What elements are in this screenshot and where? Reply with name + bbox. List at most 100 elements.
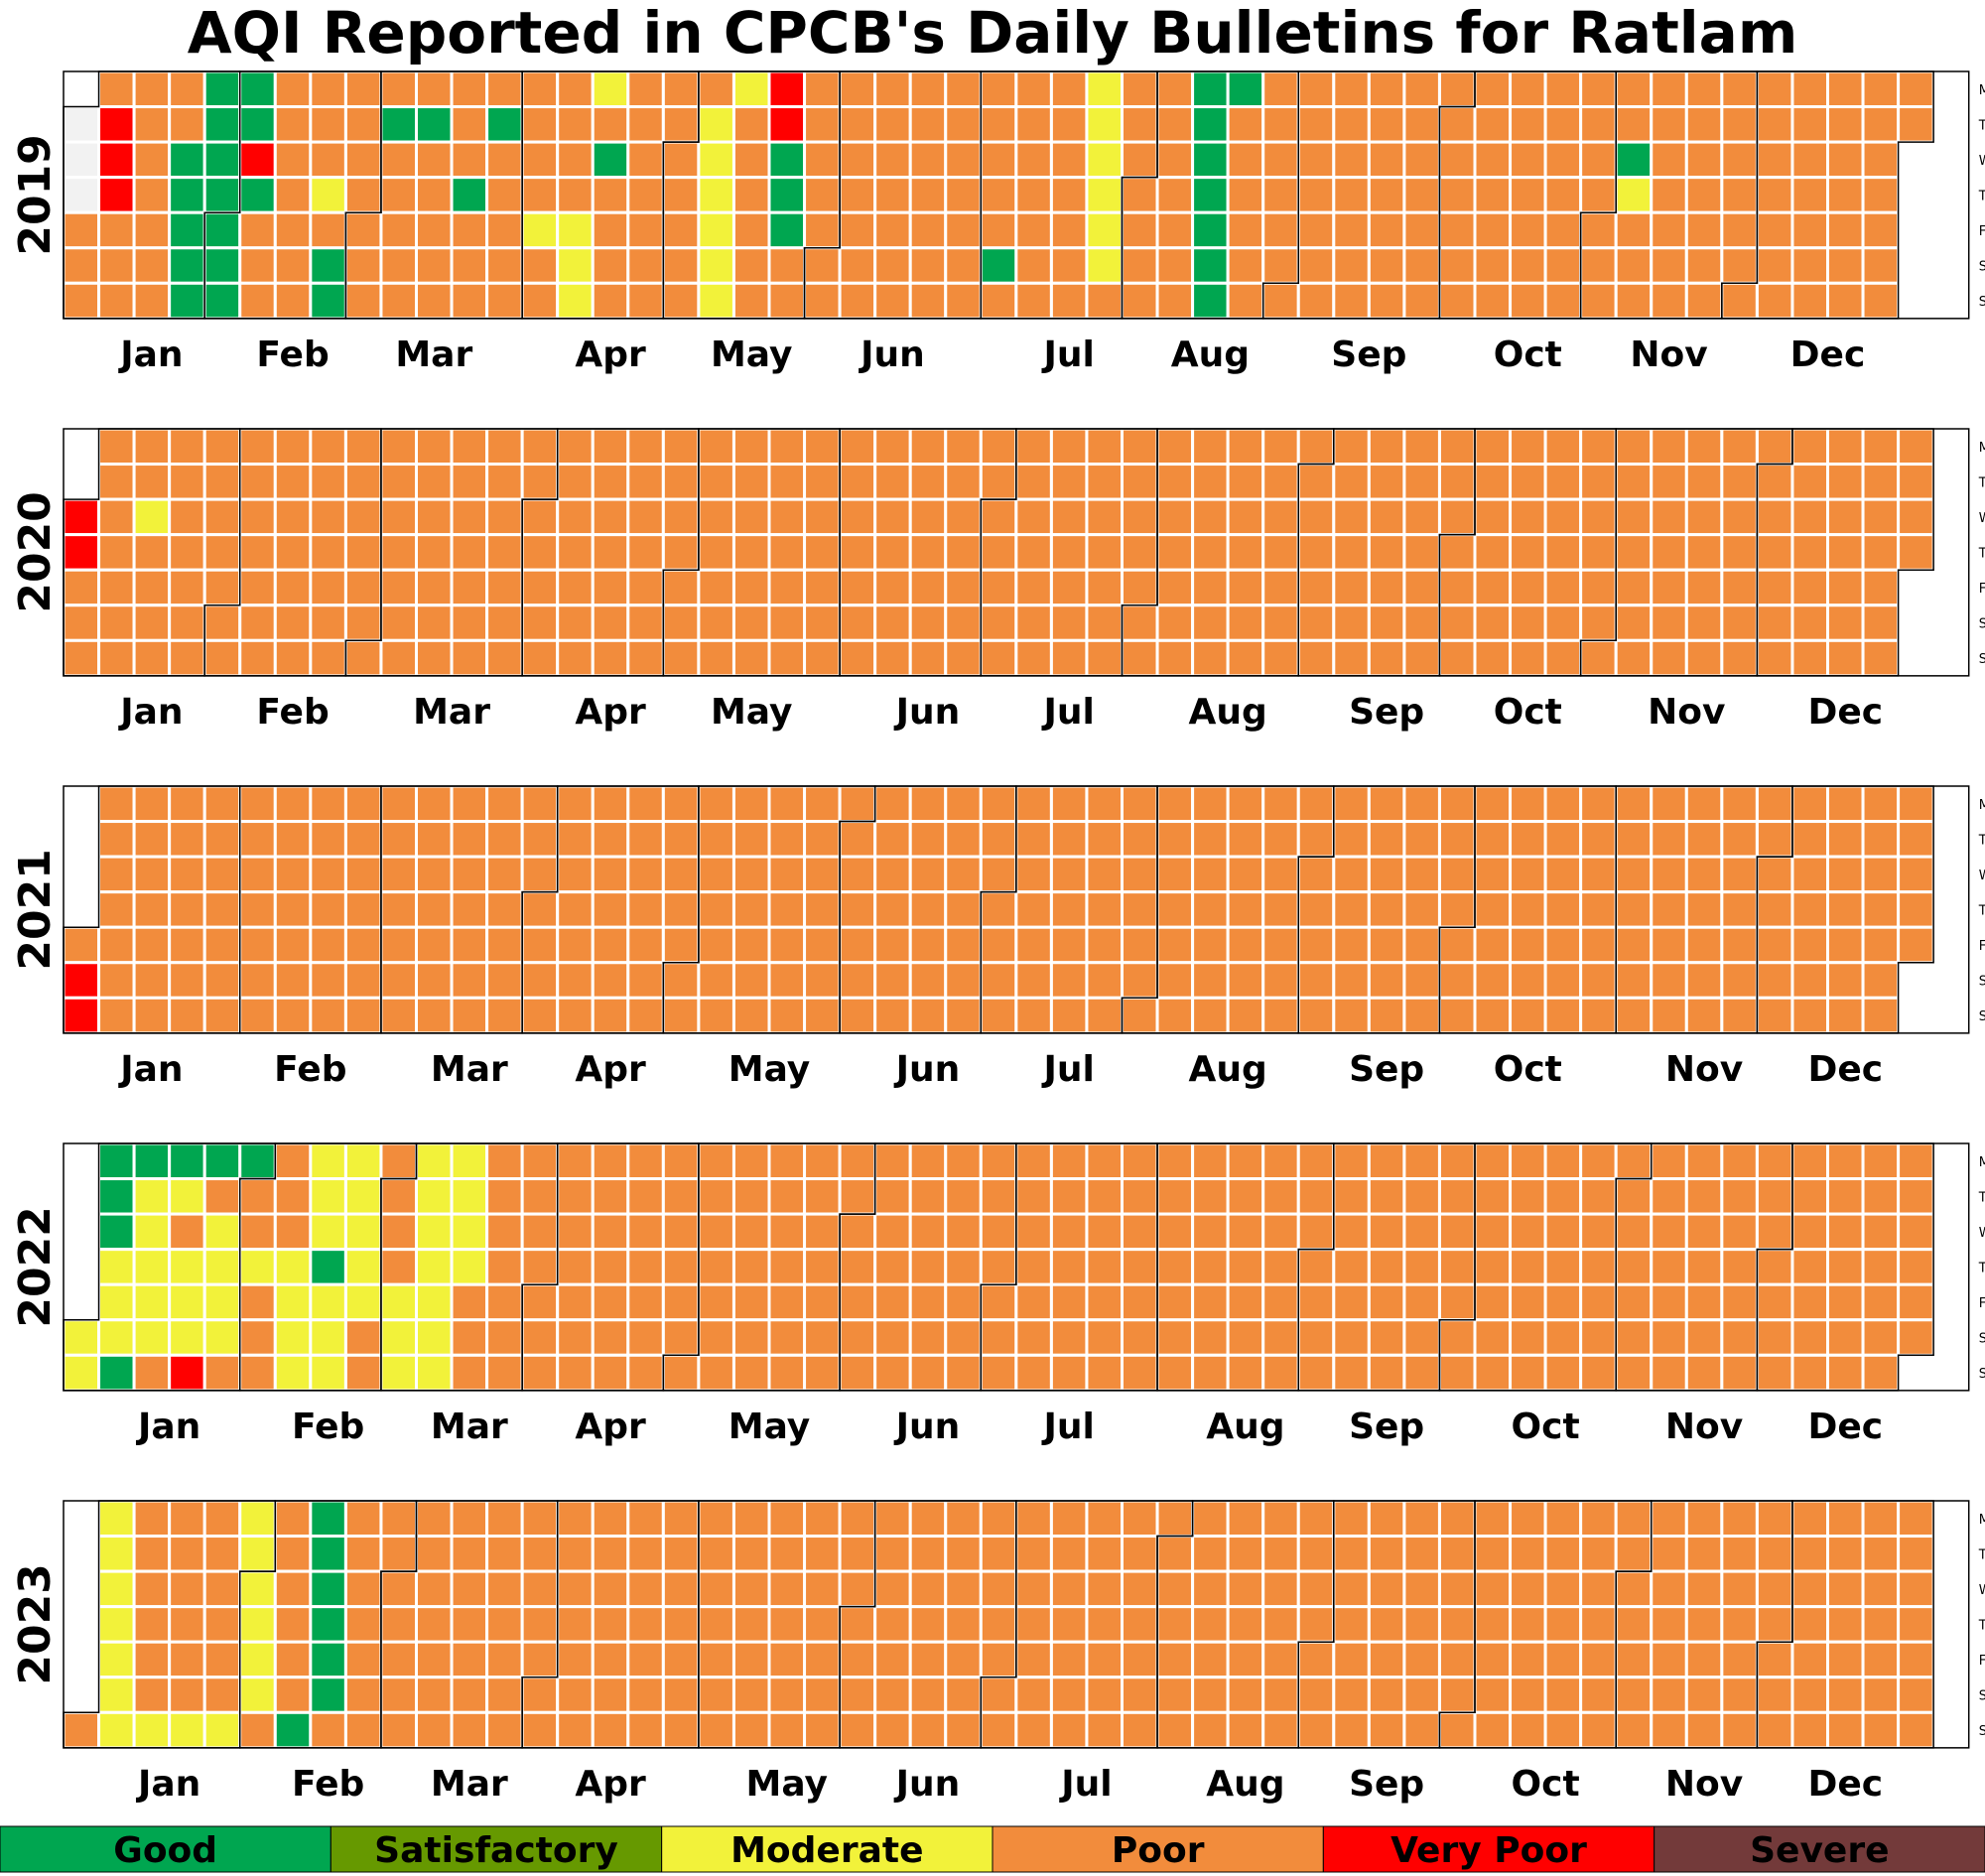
- day-cell: [202, 1499, 242, 1539]
- day-cell: [1437, 1141, 1477, 1181]
- day-cell: [1121, 925, 1159, 965]
- day-cell: [979, 961, 1018, 1000]
- day-cell: [1049, 820, 1089, 859]
- day-cell: [1296, 638, 1336, 678]
- legend-swatch: [0, 1825, 331, 1873]
- day-cell: [1014, 1710, 1053, 1750]
- day-cell: [415, 176, 454, 214]
- day-cell: [1826, 1569, 1865, 1609]
- day-cell: [1332, 1710, 1371, 1750]
- day-cell: [591, 1282, 630, 1322]
- day-cell: [731, 281, 771, 321]
- day-cell: [485, 1248, 524, 1286]
- day-cell: [1226, 1675, 1265, 1714]
- day-cell: [1402, 855, 1441, 894]
- day-cell: [1085, 1640, 1124, 1679]
- day-cell: [1332, 855, 1371, 894]
- day-cell: [1755, 1499, 1794, 1539]
- day-cell: [979, 1640, 1018, 1679]
- day-cell: [1614, 1318, 1654, 1357]
- day-cell: [1473, 1353, 1513, 1393]
- day-cell: [803, 1640, 842, 1679]
- day-cell: [485, 427, 524, 467]
- day-cell: [450, 1177, 489, 1216]
- day-cell: [1579, 497, 1618, 537]
- day-cell: [1191, 281, 1230, 321]
- day-cell: [873, 1141, 912, 1181]
- day-cell: [591, 69, 630, 109]
- weekday-label: Wed: [1979, 1226, 1985, 1241]
- day-cell: [1861, 1141, 1901, 1181]
- month-label: May: [728, 1407, 810, 1447]
- day-cell: [697, 1282, 735, 1322]
- day-cell: [1790, 603, 1829, 642]
- month-label: Aug: [1206, 1407, 1284, 1447]
- day-cell: [944, 890, 983, 929]
- day-cell: [309, 1710, 347, 1750]
- day-cell: [1121, 1640, 1159, 1679]
- day-cell: [626, 140, 665, 180]
- day-cell: [168, 568, 206, 607]
- day-cell: [873, 638, 912, 678]
- day-cell: [1826, 961, 1865, 1000]
- legend-label: Very Poor: [1390, 1830, 1587, 1871]
- day-cell: [309, 1605, 347, 1644]
- day-cell: [803, 1282, 842, 1322]
- day-cell: [626, 890, 665, 929]
- day-cell: [238, 176, 277, 214]
- day-cell: [661, 1675, 701, 1714]
- day-cell: [1720, 925, 1759, 965]
- day-cell: [1085, 996, 1124, 1035]
- day-cell: [1755, 638, 1794, 678]
- day-cell: [556, 784, 595, 824]
- day-cell: [1614, 820, 1654, 859]
- day-cell: [1897, 1605, 1935, 1644]
- day-cell: [1155, 961, 1195, 1000]
- day-cell: [873, 497, 912, 537]
- day-cell: [1261, 1499, 1300, 1539]
- day-cell: [202, 1141, 242, 1181]
- day-cell: [873, 210, 912, 250]
- day-cell: [1473, 1212, 1513, 1252]
- day-cell: [97, 105, 136, 144]
- day-cell: [168, 210, 206, 250]
- day-cell: [979, 105, 1018, 144]
- day-cell: [1155, 603, 1195, 642]
- day-cell: [908, 855, 948, 894]
- day-cell: [873, 1675, 912, 1714]
- day-cell: [1332, 69, 1371, 109]
- day-cell: [1155, 210, 1195, 250]
- day-cell: [273, 925, 313, 965]
- day-cell: [767, 1710, 807, 1750]
- day-cell: [873, 890, 912, 929]
- day-cell: [379, 925, 419, 965]
- day-cell: [1049, 603, 1089, 642]
- day-cell: [979, 210, 1018, 250]
- day-cell: [1121, 1282, 1159, 1322]
- day-cell: [1402, 1605, 1441, 1644]
- day-cell: [1861, 210, 1901, 250]
- day-cell: [1332, 1141, 1371, 1181]
- day-cell: [1367, 427, 1406, 467]
- day-cell: [97, 925, 136, 965]
- day-cell: [1296, 105, 1336, 144]
- day-cell: [168, 1248, 206, 1286]
- day-cell: [731, 820, 771, 859]
- day-cell: [1650, 603, 1688, 642]
- day-cell: [1650, 1499, 1688, 1539]
- day-cell: [415, 281, 454, 321]
- day-cell: [1861, 463, 1901, 501]
- day-cell: [767, 820, 807, 859]
- day-cell: [1543, 855, 1583, 894]
- day-cell: [591, 176, 630, 214]
- day-cell: [1614, 1569, 1654, 1609]
- day-cell: [661, 533, 701, 572]
- day-cell: [1720, 140, 1759, 180]
- day-cell: [450, 1353, 489, 1393]
- day-cell: [97, 855, 136, 894]
- day-cell: [803, 497, 842, 537]
- day-cell: [556, 140, 595, 180]
- day-cell: [132, 176, 172, 214]
- day-cell: [731, 463, 771, 501]
- day-cell: [626, 210, 665, 250]
